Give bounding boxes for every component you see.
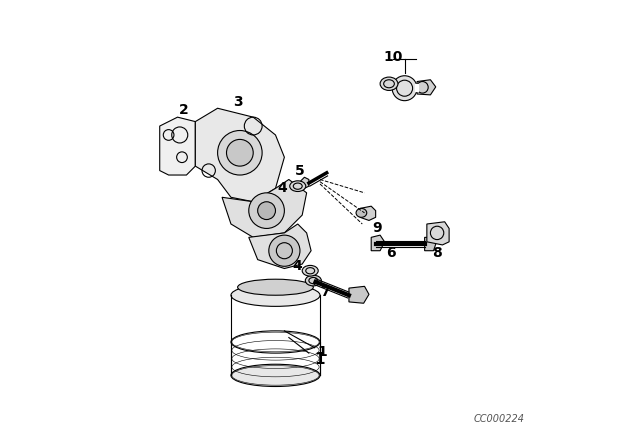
Text: 4: 4	[293, 259, 303, 273]
Polygon shape	[249, 224, 311, 268]
Ellipse shape	[305, 275, 321, 286]
Text: CC000224: CC000224	[474, 414, 525, 424]
Text: 10: 10	[384, 50, 403, 64]
Text: 6: 6	[387, 246, 396, 260]
Text: 7: 7	[321, 284, 330, 299]
Polygon shape	[417, 80, 436, 95]
Text: 4: 4	[277, 181, 287, 195]
Text: 2: 2	[179, 103, 189, 117]
Polygon shape	[371, 235, 385, 251]
Polygon shape	[160, 117, 195, 175]
Ellipse shape	[231, 364, 320, 387]
Ellipse shape	[302, 265, 318, 276]
Ellipse shape	[237, 279, 314, 295]
Circle shape	[392, 76, 417, 101]
Text: 1: 1	[317, 345, 327, 359]
Text: 5: 5	[295, 164, 305, 177]
Circle shape	[249, 193, 284, 228]
Ellipse shape	[380, 77, 398, 90]
Text: 9: 9	[372, 221, 382, 236]
Polygon shape	[349, 286, 369, 303]
Ellipse shape	[290, 181, 306, 191]
Text: 8: 8	[432, 246, 442, 260]
Polygon shape	[195, 108, 284, 202]
Polygon shape	[360, 206, 376, 220]
Circle shape	[218, 130, 262, 175]
Text: 1: 1	[315, 352, 325, 367]
Polygon shape	[300, 177, 309, 188]
Circle shape	[269, 235, 300, 266]
Ellipse shape	[231, 284, 320, 306]
Polygon shape	[222, 180, 307, 237]
Ellipse shape	[356, 208, 367, 217]
Circle shape	[258, 202, 275, 220]
Circle shape	[227, 139, 253, 166]
Polygon shape	[427, 222, 449, 245]
Polygon shape	[424, 237, 436, 251]
Text: 3: 3	[233, 95, 243, 108]
